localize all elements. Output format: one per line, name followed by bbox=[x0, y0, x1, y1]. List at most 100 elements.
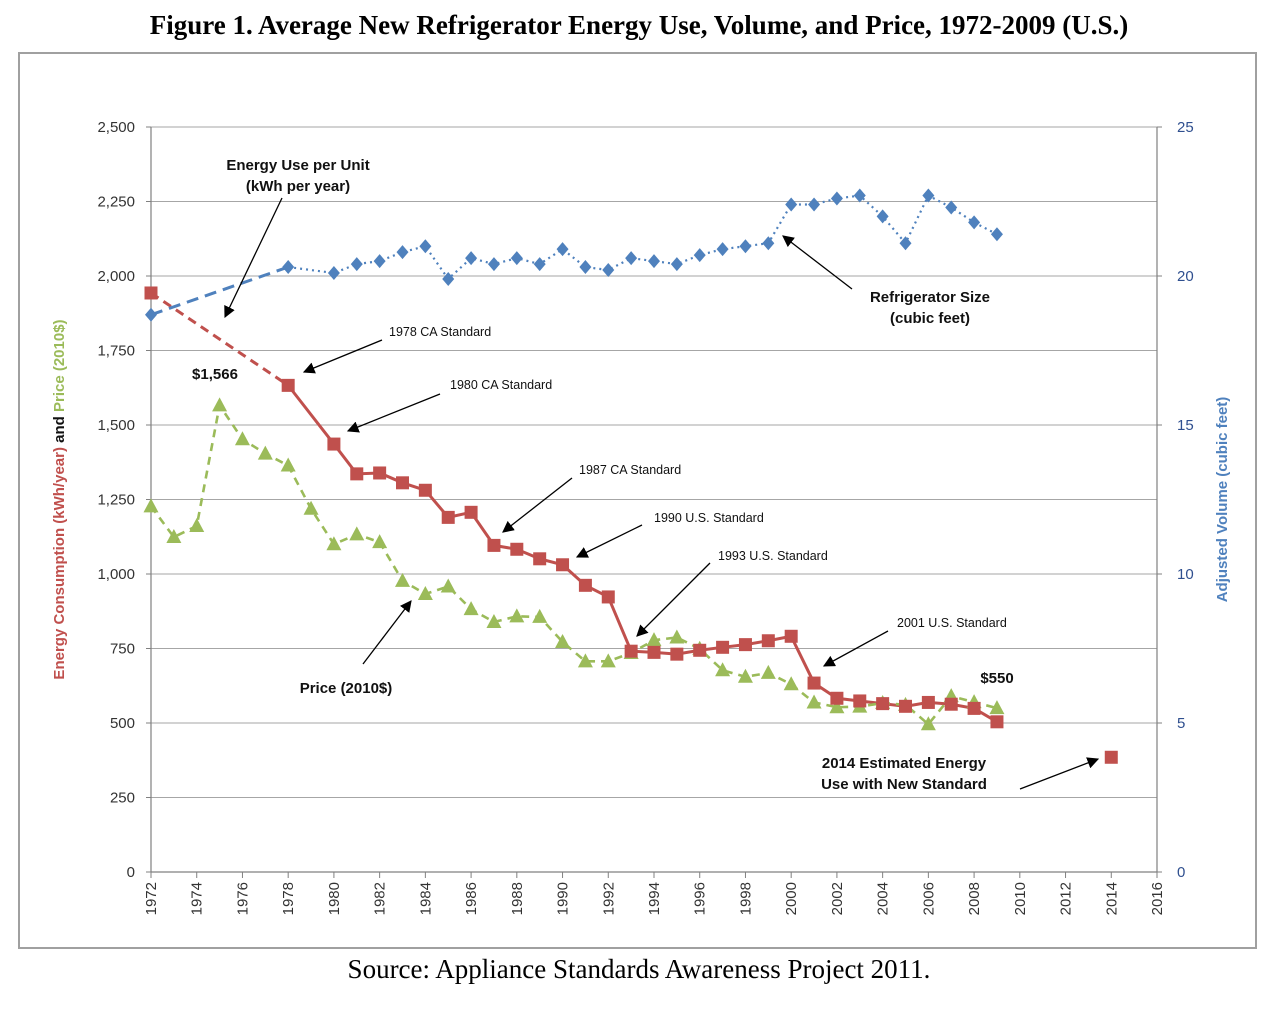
size-point bbox=[282, 260, 295, 275]
size-label: (cubic feet) bbox=[890, 310, 970, 327]
energy-point bbox=[441, 510, 455, 524]
price-point bbox=[417, 585, 433, 600]
energy-label: (kWh per year) bbox=[246, 178, 350, 195]
price-point bbox=[234, 431, 250, 446]
price-point bbox=[280, 457, 296, 472]
size-point bbox=[762, 236, 775, 251]
energy-point bbox=[487, 538, 501, 552]
energy-point bbox=[327, 437, 341, 451]
energy-point bbox=[693, 643, 707, 657]
y2-tick-label: 20 bbox=[1177, 268, 1194, 285]
price-1975-label: $1,566 bbox=[192, 366, 238, 383]
standard-label: 1990 U.S. Standard bbox=[654, 511, 764, 525]
price-point bbox=[669, 629, 685, 644]
price-point bbox=[760, 664, 776, 679]
energy-point bbox=[144, 286, 158, 300]
size-point bbox=[899, 236, 912, 251]
y-tick-label: 1,000 bbox=[97, 566, 135, 583]
energy-line bbox=[286, 384, 998, 724]
size-point bbox=[510, 251, 523, 266]
estimate-label: 2014 Estimated Energy bbox=[822, 755, 987, 772]
y-tick-label: 1,500 bbox=[97, 417, 135, 434]
energy-point bbox=[601, 590, 615, 604]
x-tick-label: 1984 bbox=[417, 882, 434, 915]
price-point bbox=[189, 518, 205, 533]
y-tick-label: 0 bbox=[127, 864, 135, 881]
energy-point bbox=[533, 552, 547, 566]
price-point bbox=[440, 578, 456, 593]
energy-point bbox=[899, 699, 912, 713]
standard-arrow bbox=[636, 562, 711, 637]
size-point bbox=[625, 251, 638, 266]
y-tick-label: 500 bbox=[110, 715, 135, 732]
x-tick-label: 1998 bbox=[737, 882, 754, 915]
standard-arrow bbox=[346, 393, 441, 433]
price-line bbox=[149, 401, 998, 727]
price-label-arrow bbox=[362, 600, 412, 665]
energy-point bbox=[990, 715, 1004, 729]
energy-point bbox=[830, 691, 844, 705]
size-point bbox=[373, 254, 386, 269]
energy-point bbox=[556, 558, 570, 572]
size-point bbox=[945, 200, 958, 215]
energy-point bbox=[647, 645, 661, 659]
chart-frame: 0 250 500 750 1,000 1,250 1,500 1,750 2,000 2,250… bbox=[18, 52, 1257, 949]
price-point bbox=[326, 536, 342, 551]
standard-label: 2001 U.S. Standard bbox=[897, 616, 1007, 630]
price-point bbox=[806, 694, 822, 709]
y2-tick-label: 0 bbox=[1177, 864, 1185, 881]
size-point bbox=[670, 257, 683, 272]
y2-axis-label: Adjusted Volume (cubic feet) bbox=[1214, 397, 1231, 603]
price-point bbox=[920, 716, 936, 731]
price-point bbox=[509, 608, 525, 623]
y-tick-label: 250 bbox=[110, 790, 135, 807]
price-point bbox=[486, 613, 502, 628]
standard-arrow bbox=[822, 630, 889, 667]
standard-arrow bbox=[502, 477, 573, 533]
x-tick-label: 1974 bbox=[189, 882, 206, 915]
x-tick-label: 1986 bbox=[463, 882, 480, 915]
energy-point bbox=[510, 542, 524, 556]
standard-arrow bbox=[575, 524, 643, 558]
y2-tick-label: 5 bbox=[1177, 715, 1185, 732]
chart-plot: 02505007501,0001,2501,5001,7502,0002,250… bbox=[51, 119, 1231, 915]
energy-point bbox=[853, 694, 867, 708]
energy-label: Energy Use per Unit bbox=[226, 157, 369, 174]
size-point bbox=[350, 257, 363, 272]
energy-point bbox=[670, 647, 684, 661]
price-point bbox=[577, 653, 593, 668]
price-point bbox=[829, 699, 845, 714]
energy-point bbox=[921, 695, 935, 709]
size-point bbox=[648, 254, 660, 269]
size-point bbox=[808, 197, 821, 212]
figure-title: Figure 1. Average New Refrigerator Energ… bbox=[149, 10, 1129, 40]
x-tick-label: 1992 bbox=[600, 882, 617, 915]
price-point bbox=[555, 633, 571, 648]
size-point bbox=[830, 191, 843, 206]
size-point bbox=[602, 263, 615, 278]
size-point bbox=[990, 227, 1003, 242]
price-label: Price (2010$) bbox=[300, 680, 393, 697]
energy-label-arrow bbox=[224, 197, 283, 319]
price-point bbox=[143, 498, 159, 513]
x-tick-label: 2014 bbox=[1103, 882, 1120, 915]
x-tick-label: 2012 bbox=[1058, 882, 1075, 915]
price-point bbox=[783, 676, 799, 691]
size-label: Refrigerator Size bbox=[870, 289, 990, 306]
standard-label: 1987 CA Standard bbox=[579, 463, 681, 477]
energy-point bbox=[876, 697, 890, 711]
size-point bbox=[716, 242, 729, 257]
y-tick-label: 1,250 bbox=[97, 492, 135, 509]
price-point bbox=[646, 632, 662, 647]
estimate-label-arrow bbox=[1019, 757, 1100, 790]
x-tick-label: 1996 bbox=[692, 882, 709, 915]
size-point bbox=[968, 215, 981, 230]
size-label-arrow bbox=[782, 235, 853, 290]
energy-point bbox=[281, 378, 295, 392]
energy-point bbox=[418, 483, 432, 497]
size-point bbox=[465, 251, 478, 266]
energy-point bbox=[738, 638, 752, 652]
estimate-label: Use with New Standard bbox=[821, 776, 987, 793]
energy-point bbox=[761, 634, 775, 648]
size-point bbox=[145, 307, 157, 322]
